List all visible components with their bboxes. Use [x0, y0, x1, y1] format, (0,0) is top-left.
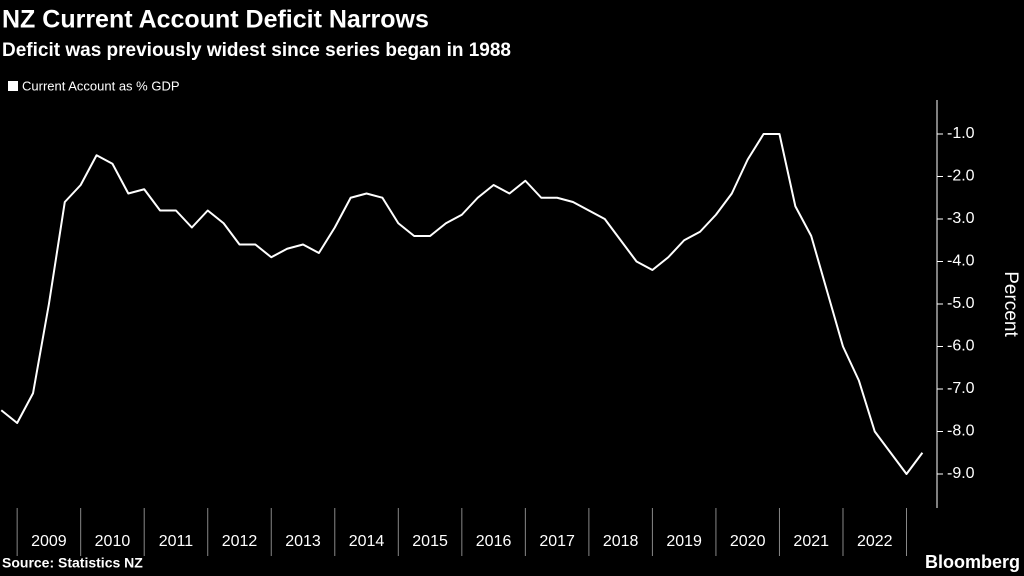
source: Source: Statistics NZ	[2, 555, 143, 571]
x-tick-label: 2013	[285, 533, 321, 550]
y-tick-label: -7.0	[947, 380, 975, 397]
x-tick-label: 2014	[349, 533, 385, 550]
y-tick-label: -9.0	[947, 465, 975, 482]
x-tick-label: 2022	[857, 533, 893, 550]
x-tick-label: 2018	[603, 533, 639, 550]
x-tick-label: 2010	[95, 533, 131, 550]
x-tick-label: 2020	[730, 533, 766, 550]
x-tick-label: 2021	[793, 533, 829, 550]
x-tick-label: 2017	[539, 533, 575, 550]
legend-label: Current Account as % GDP	[22, 78, 180, 93]
x-tick-label: 2011	[159, 533, 194, 550]
x-tick-label: 2019	[666, 533, 702, 550]
y-tick-label: -6.0	[947, 338, 975, 355]
brand: Bloomberg	[925, 552, 1020, 572]
x-tick-label: 2015	[412, 533, 448, 550]
y-tick-label: -4.0	[947, 253, 975, 270]
y-tick-label: -2.0	[947, 168, 975, 185]
y-tick-label: -5.0	[947, 295, 975, 312]
x-tick-label: 2009	[31, 533, 67, 550]
y-axis-title: Percent	[1000, 271, 1021, 337]
chart-title: NZ Current Account Deficit Narrows	[2, 6, 429, 34]
y-tick-label: -1.0	[947, 125, 975, 142]
series-line	[0, 133, 924, 475]
x-tick-label: 2016	[476, 533, 512, 550]
y-tick-label: -3.0	[947, 210, 975, 227]
chart-subtitle: Deficit was previously widest since seri…	[2, 40, 511, 61]
legend-swatch	[8, 81, 18, 91]
y-tick-label: -8.0	[947, 423, 975, 440]
x-tick-label: 2012	[222, 533, 258, 550]
